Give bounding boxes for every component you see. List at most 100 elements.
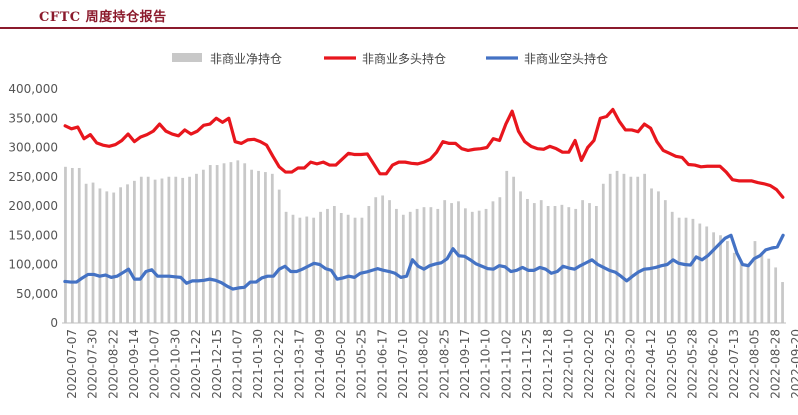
- legend: 非商业净持仓 非商业多头持仓 非商业空头持仓: [172, 51, 608, 66]
- net-position-bar: [188, 176, 191, 323]
- net-position-bar: [691, 218, 695, 323]
- net-position-bar: [622, 173, 626, 323]
- net-position-bar: [277, 189, 281, 323]
- net-position-bar: [346, 214, 350, 323]
- net-position-bar: [650, 188, 653, 323]
- x-tick-label: 2021-01-07: [230, 329, 244, 399]
- net-position-bar: [698, 223, 702, 323]
- net-position-bars: [64, 160, 784, 324]
- x-tick-label: 2021-06-17: [375, 329, 389, 399]
- x-tick-label: 2021-07-10: [396, 329, 410, 399]
- x-tick-label: 2022-03-20: [624, 329, 638, 399]
- x-tick-label: 2022-04-12: [644, 329, 658, 399]
- net-position-bar: [181, 177, 185, 323]
- net-position-bar: [126, 184, 129, 323]
- legend-label: 非商业多头持仓: [362, 51, 446, 66]
- y-tick-label: 350,000: [8, 111, 58, 125]
- x-tick-label: 2022-07-13: [727, 329, 741, 399]
- short-position-line: [63, 233, 785, 291]
- x-tick-label: 2022-02-25: [603, 329, 617, 399]
- net-position-bar: [174, 176, 178, 323]
- x-tick-label: 2020-11-22: [189, 329, 203, 399]
- x-tick-label: 2020-09-14: [127, 329, 141, 399]
- net-position-bar: [491, 201, 495, 323]
- net-position-bar: [498, 197, 502, 323]
- x-tick-label: 2022-08-05: [748, 329, 762, 399]
- net-position-bar: [581, 200, 584, 323]
- net-position-bar: [719, 235, 722, 323]
- net-position-bar: [753, 241, 757, 323]
- x-tick-label: 2021-08-25: [437, 329, 451, 399]
- header-rule: [0, 27, 798, 29]
- net-position-bar: [615, 170, 619, 323]
- net-position-bar: [532, 203, 536, 323]
- net-position-bar: [401, 214, 405, 323]
- net-position-bar: [470, 211, 474, 323]
- y-tick-label: 200,000: [8, 199, 58, 213]
- net-position-bar: [381, 195, 385, 323]
- y-tick-label: 50,000: [16, 287, 58, 301]
- net-position-bar: [339, 213, 343, 323]
- x-tick-label: 2021-09-17: [458, 329, 472, 399]
- net-position-bar: [746, 264, 750, 323]
- net-position-bar: [112, 192, 116, 323]
- x-tick-label: 2022-05-28: [686, 329, 700, 399]
- net-position-bar: [657, 191, 660, 324]
- net-position-bar: [305, 216, 309, 323]
- net-position-bar: [567, 207, 571, 323]
- net-position-bar: [374, 197, 378, 323]
- x-tick-label: 2021-08-02: [417, 329, 431, 399]
- net-position-bar: [608, 173, 612, 323]
- x-tick-label: 2021-10-10: [479, 329, 493, 399]
- x-tick-label: 2021-01-30: [251, 329, 265, 399]
- net-position-bar: [291, 214, 295, 323]
- x-tick-label: 2021-02-22: [272, 329, 286, 399]
- x-tick-label: 2021-11-02: [499, 329, 513, 399]
- x-tick-label: 2020-08-22: [106, 329, 120, 399]
- net-position-bar: [601, 183, 605, 323]
- net-position-bar: [319, 211, 322, 323]
- y-tick-label: 100,000: [8, 258, 58, 272]
- net-position-bar: [463, 208, 467, 323]
- y-tick-label: 400,000: [8, 82, 58, 96]
- y-tick-label: 0: [50, 316, 58, 330]
- net-position-bar: [484, 208, 488, 323]
- net-position-bar: [760, 252, 764, 323]
- net-position-bar: [84, 183, 88, 323]
- x-tick-label: 2022-01-10: [561, 329, 575, 399]
- x-tick-label: 2021-12-18: [541, 329, 555, 399]
- net-position-bar: [215, 165, 219, 323]
- net-position-bar: [98, 188, 102, 323]
- net-position-bar: [270, 173, 274, 323]
- net-position-bar: [312, 217, 316, 323]
- legend-label: 非商业净持仓: [210, 51, 282, 66]
- net-position-bar: [353, 217, 357, 323]
- net-position-bar: [546, 206, 550, 323]
- net-position-bar: [553, 206, 557, 323]
- net-position-bar: [250, 169, 253, 323]
- legend-swatch-net: [172, 53, 202, 62]
- net-position-bar: [629, 176, 633, 323]
- net-position-bar: [505, 170, 509, 323]
- net-position-bar: [560, 204, 564, 323]
- net-position-bar: [70, 167, 74, 323]
- net-position-bar: [195, 173, 198, 323]
- net-position-bar: [643, 173, 647, 323]
- net-position-bar: [457, 201, 460, 323]
- net-position-bar: [208, 165, 212, 323]
- net-position-bar: [367, 206, 371, 323]
- x-tick-label: 2021-03-17: [293, 329, 307, 399]
- net-position-bar: [574, 208, 578, 323]
- net-position-bar: [105, 191, 109, 324]
- x-tick-label: 2021-05-02: [334, 329, 348, 399]
- net-position-bar: [64, 166, 67, 323]
- x-tick-label: 2022-06-20: [706, 329, 720, 399]
- x-tick-label: 2021-05-25: [355, 329, 369, 399]
- net-position-bar: [332, 206, 336, 323]
- x-tick-label: 2020-12-15: [210, 329, 224, 399]
- x-tick-label: 2020-10-07: [148, 329, 162, 399]
- net-position-bar: [236, 160, 240, 323]
- y-tick-label: 250,000: [8, 170, 58, 184]
- x-tick-label: 2020-07-07: [65, 329, 79, 399]
